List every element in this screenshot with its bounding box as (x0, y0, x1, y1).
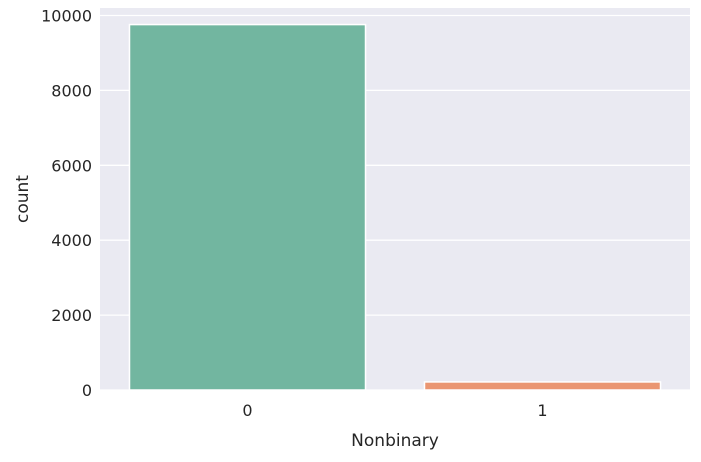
bar-0 (128, 23, 367, 391)
y-tick-label: 10000 (41, 6, 92, 25)
bar-1 (423, 381, 662, 391)
x-tick-label: 1 (537, 401, 547, 420)
y-axis-ticks: 0 2000 4000 6000 8000 10000 (41, 6, 92, 400)
y-tick-label: 0 (82, 381, 92, 400)
bars (128, 23, 662, 391)
y-axis-label: count (13, 175, 33, 223)
x-tick-label: 0 (242, 401, 252, 420)
y-tick-label: 4000 (51, 231, 92, 250)
y-tick-label: 6000 (51, 156, 92, 175)
y-tick-label: 2000 (51, 306, 92, 325)
y-tick-label: 8000 (51, 81, 92, 100)
x-axis-label: Nonbinary (351, 431, 439, 451)
